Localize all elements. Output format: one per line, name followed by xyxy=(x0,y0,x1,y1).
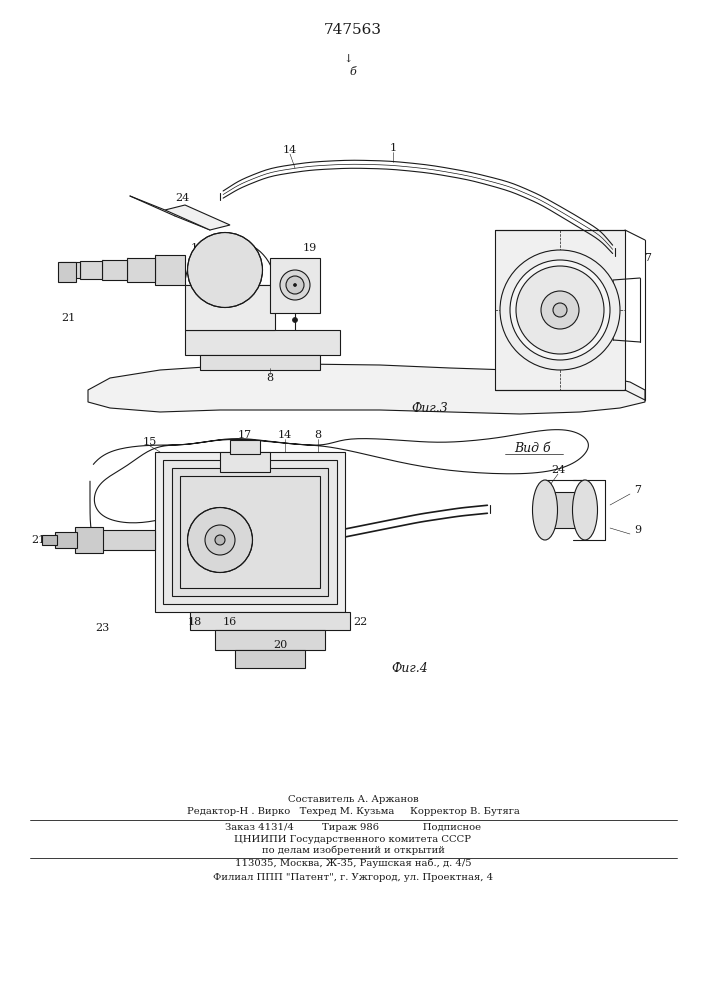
Text: 21: 21 xyxy=(61,313,75,323)
Ellipse shape xyxy=(500,250,620,370)
Text: 747563: 747563 xyxy=(324,23,382,37)
Bar xyxy=(190,612,350,630)
Polygon shape xyxy=(165,205,230,230)
Text: 7: 7 xyxy=(645,253,651,263)
Bar xyxy=(235,650,305,668)
Text: 7: 7 xyxy=(634,485,641,495)
Polygon shape xyxy=(545,492,585,528)
Text: Вид б: Вид б xyxy=(515,442,551,454)
Bar xyxy=(230,440,260,454)
Bar xyxy=(163,460,337,604)
Text: 8: 8 xyxy=(267,373,274,383)
Text: Заказ 4131/4         Тираж 986              Подписное: Заказ 4131/4 Тираж 986 Подписное xyxy=(225,824,481,832)
Bar xyxy=(42,535,57,545)
Text: 19: 19 xyxy=(303,243,317,253)
Bar xyxy=(172,468,328,596)
Text: б: б xyxy=(350,67,356,77)
Polygon shape xyxy=(185,285,275,330)
Text: Редактор-Н . Вирко   Техред М. Кузьма     Корректор В. Бутяга: Редактор-Н . Вирко Техред М. Кузьма Корр… xyxy=(187,808,520,816)
Bar xyxy=(155,452,345,612)
Text: 14: 14 xyxy=(283,145,297,155)
Text: ЦНИИПИ Государственного комитета СССР: ЦНИИПИ Государственного комитета СССР xyxy=(235,836,472,844)
Text: 15: 15 xyxy=(191,243,205,253)
Text: 17: 17 xyxy=(238,430,252,440)
Ellipse shape xyxy=(516,266,604,354)
Text: 18: 18 xyxy=(188,617,202,627)
Polygon shape xyxy=(88,364,645,414)
Bar xyxy=(180,476,320,588)
Ellipse shape xyxy=(205,525,235,555)
Text: 20: 20 xyxy=(273,640,287,650)
Polygon shape xyxy=(185,330,340,355)
Text: по делам изобретений и открытий: по делам изобретений и открытий xyxy=(262,845,445,855)
Bar xyxy=(80,261,102,279)
Ellipse shape xyxy=(541,291,579,329)
Text: 22: 22 xyxy=(353,617,367,627)
Ellipse shape xyxy=(573,480,597,540)
Ellipse shape xyxy=(532,480,558,540)
Text: 9: 9 xyxy=(634,525,641,535)
Bar xyxy=(100,530,155,550)
Text: 113035, Москва, Ж-35, Раушская наб., д. 4/5: 113035, Москва, Ж-35, Раушская наб., д. … xyxy=(235,858,472,868)
Bar xyxy=(75,527,103,553)
Ellipse shape xyxy=(510,260,610,360)
Text: 24: 24 xyxy=(551,465,565,475)
Bar xyxy=(60,262,80,278)
Polygon shape xyxy=(200,355,320,370)
Bar xyxy=(270,258,320,313)
Ellipse shape xyxy=(187,508,252,572)
Bar xyxy=(215,630,325,650)
Text: 16: 16 xyxy=(223,617,237,627)
Ellipse shape xyxy=(286,276,304,294)
Text: Фиг.3: Фиг.3 xyxy=(411,401,448,414)
Text: 15: 15 xyxy=(143,437,157,447)
Bar xyxy=(102,260,127,280)
Ellipse shape xyxy=(280,270,310,300)
Ellipse shape xyxy=(215,535,225,545)
Bar xyxy=(127,258,155,282)
Ellipse shape xyxy=(293,284,296,286)
Text: ↓: ↓ xyxy=(344,55,353,65)
Polygon shape xyxy=(495,230,625,390)
Text: 24: 24 xyxy=(175,193,189,203)
Text: 8: 8 xyxy=(315,430,322,440)
Ellipse shape xyxy=(187,232,262,308)
Text: 14: 14 xyxy=(278,430,292,440)
Text: Составитель А. Аржанов: Составитель А. Аржанов xyxy=(288,796,419,804)
Bar xyxy=(155,255,185,285)
Text: 21: 21 xyxy=(31,535,45,545)
Text: Фиг.4: Фиг.4 xyxy=(392,662,428,674)
Bar xyxy=(55,532,77,548)
Text: 23: 23 xyxy=(95,623,109,633)
Bar xyxy=(220,452,270,472)
Bar xyxy=(58,262,76,282)
Ellipse shape xyxy=(293,318,298,322)
Text: 1: 1 xyxy=(390,143,397,153)
Ellipse shape xyxy=(553,303,567,317)
Text: Филиал ППП "Патент", г. Ужгород, ул. Проектная, 4: Филиал ППП "Патент", г. Ужгород, ул. Про… xyxy=(213,874,493,882)
